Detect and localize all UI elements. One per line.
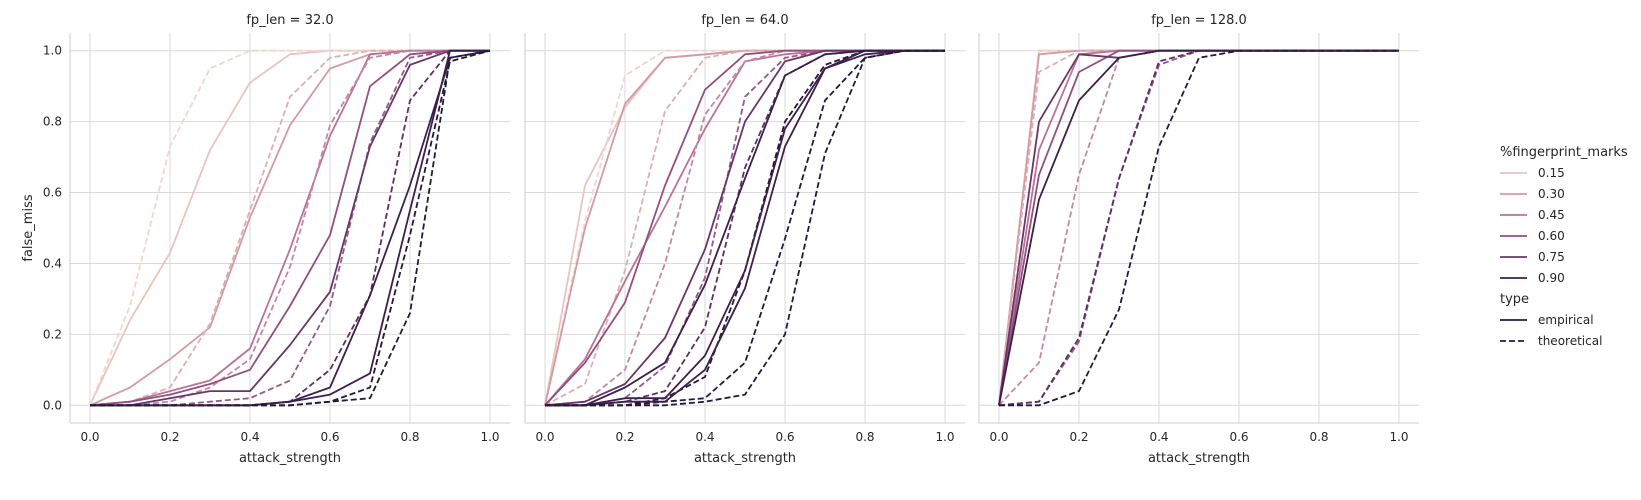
panel-title: fp_len = 32.0 (246, 13, 333, 28)
series-line-empirical-0.15 (544, 49, 945, 406)
y-tick-label: 1.0 (43, 44, 62, 58)
x-tick-label: 0.0 (989, 430, 1008, 444)
series-line-theoretical-0.45 (90, 49, 490, 407)
series-line-empirical-0.90 (90, 49, 490, 407)
series-line-empirical-0.60 (544, 49, 945, 406)
series-line-empirical-0.60 (89, 49, 490, 407)
series-line-theoretical-0.15 (89, 49, 490, 406)
series-line-theoretical-0.90 (999, 49, 1399, 407)
x-tick-label: 0.6 (775, 430, 794, 444)
legend-label: theoretical (1538, 334, 1602, 348)
series-line-empirical-0.90 (545, 49, 945, 407)
panel-title: fp_len = 128.0 (1151, 13, 1247, 28)
series-line-theoretical-0.90 (90, 49, 491, 407)
series-line-theoretical-0.60 (90, 49, 490, 407)
x-tick-label: 0.8 (855, 430, 874, 444)
x-tick-label: 0.4 (1149, 430, 1168, 444)
x-tick-label: 0.2 (1069, 430, 1088, 444)
panel-title: fp_len = 64.0 (701, 13, 788, 28)
y-axis-label: false_miss (21, 194, 36, 261)
x-tick-label: 0.0 (80, 430, 99, 444)
legend-label: 0.90 (1538, 271, 1565, 285)
series-line-theoretical-0.90 (545, 49, 945, 407)
legend-title-type: type (1500, 292, 1529, 307)
legend-label: empirical (1538, 313, 1594, 327)
x-tick-label: 1.0 (935, 430, 954, 444)
series-line-theoretical-0.30 (89, 49, 490, 407)
x-tick-label: 0.2 (160, 430, 179, 444)
x-tick-label: 0.8 (400, 430, 419, 444)
x-tick-label: 0.0 (535, 430, 554, 444)
x-tick-label: 1.0 (480, 430, 499, 444)
series-line-theoretical-0.90 (545, 49, 945, 407)
series-line-empirical-0.90 (545, 49, 945, 407)
legend-label: 0.75 (1538, 250, 1565, 264)
series-line-theoretical-0.45 (544, 49, 945, 407)
series-line-theoretical-0.75 (545, 49, 945, 407)
series-line-empirical-0.30 (544, 49, 945, 406)
series-line-empirical-0.15 (89, 49, 490, 406)
x-tick-label: 0.6 (320, 430, 339, 444)
x-axis-label: attack_strength (239, 451, 341, 466)
series-line-empirical-0.90 (545, 49, 945, 407)
x-tick-label: 0.8 (1309, 430, 1328, 444)
series-line-theoretical-0.90 (545, 49, 945, 407)
series-line-empirical-0.90 (90, 49, 491, 407)
series-line-empirical-0.45 (544, 49, 945, 406)
x-axis-label: attack_strength (1148, 451, 1250, 466)
legend-label: 0.30 (1538, 187, 1565, 201)
series-line-empirical-0.75 (544, 49, 945, 407)
x-tick-label: 0.4 (240, 430, 259, 444)
x-axis-label: attack_strength (694, 451, 796, 466)
legend-label: 0.45 (1538, 208, 1565, 222)
legend: %fingerprint_marks 0.15 0.30 0.45 0.60 0.75 0.… (1500, 145, 1628, 348)
legend-title-hue: %fingerprint_marks (1500, 145, 1628, 160)
facet-panel-1: 0.0 0.2 0.4 0.6 0.8 1.0 0.0 0.2 0.4 0.6 0.8 1.0 fals… (21, 13, 510, 466)
legend-label: 0.15 (1538, 166, 1565, 180)
series-line-theoretical-0.60 (545, 49, 945, 407)
series-line-theoretical-0.15 (544, 49, 945, 406)
x-tick-label: 0.6 (1229, 430, 1248, 444)
x-tick-label: 1.0 (1389, 430, 1408, 444)
series-line-empirical-0.45 (89, 49, 490, 407)
facet-panel-2: 0.0 0.2 0.4 0.6 0.8 1.0 attack_strength fp_len … (524, 13, 965, 466)
y-tick-label: 0.6 (43, 186, 62, 200)
x-tick-label: 0.2 (615, 430, 634, 444)
series-line-empirical-0.75 (90, 49, 490, 407)
series-line-empirical-0.45 (998, 49, 1399, 406)
series-line-theoretical-0.30 (544, 49, 945, 407)
y-tick-label: 0.2 (43, 327, 62, 341)
series-line-empirical-0.30 (89, 49, 490, 407)
y-tick-label: 0.8 (43, 115, 62, 129)
series-line-theoretical-0.75 (90, 49, 490, 407)
facet-panel-3: 0.0 0.2 0.4 0.6 0.8 1.0 attack_strength fp_len … (978, 13, 1419, 466)
x-tick-label: 0.4 (695, 430, 714, 444)
y-tick-label: 0.0 (43, 398, 62, 412)
series-line-theoretical-0.90 (90, 49, 491, 407)
legend-label: 0.60 (1538, 229, 1565, 243)
y-tick-label: 0.4 (43, 256, 62, 270)
